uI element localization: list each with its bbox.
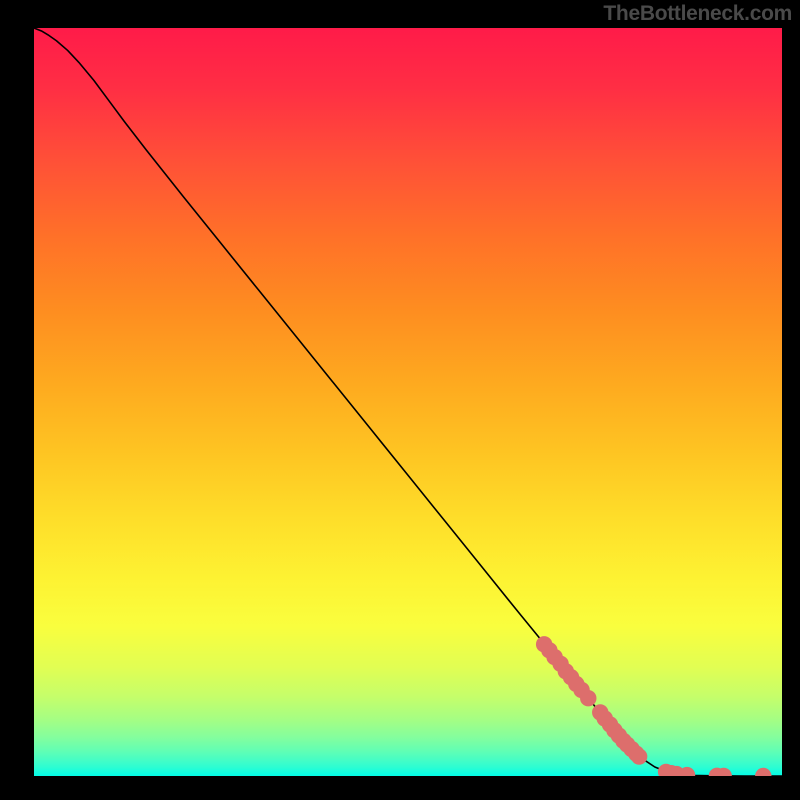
- chart-background: [34, 28, 782, 776]
- watermark-text: TheBottleneck.com: [603, 2, 792, 26]
- scatter-point: [580, 690, 596, 706]
- chart-plot-area: [34, 28, 782, 776]
- scatter-point: [631, 748, 647, 764]
- chart-svg: [34, 28, 782, 776]
